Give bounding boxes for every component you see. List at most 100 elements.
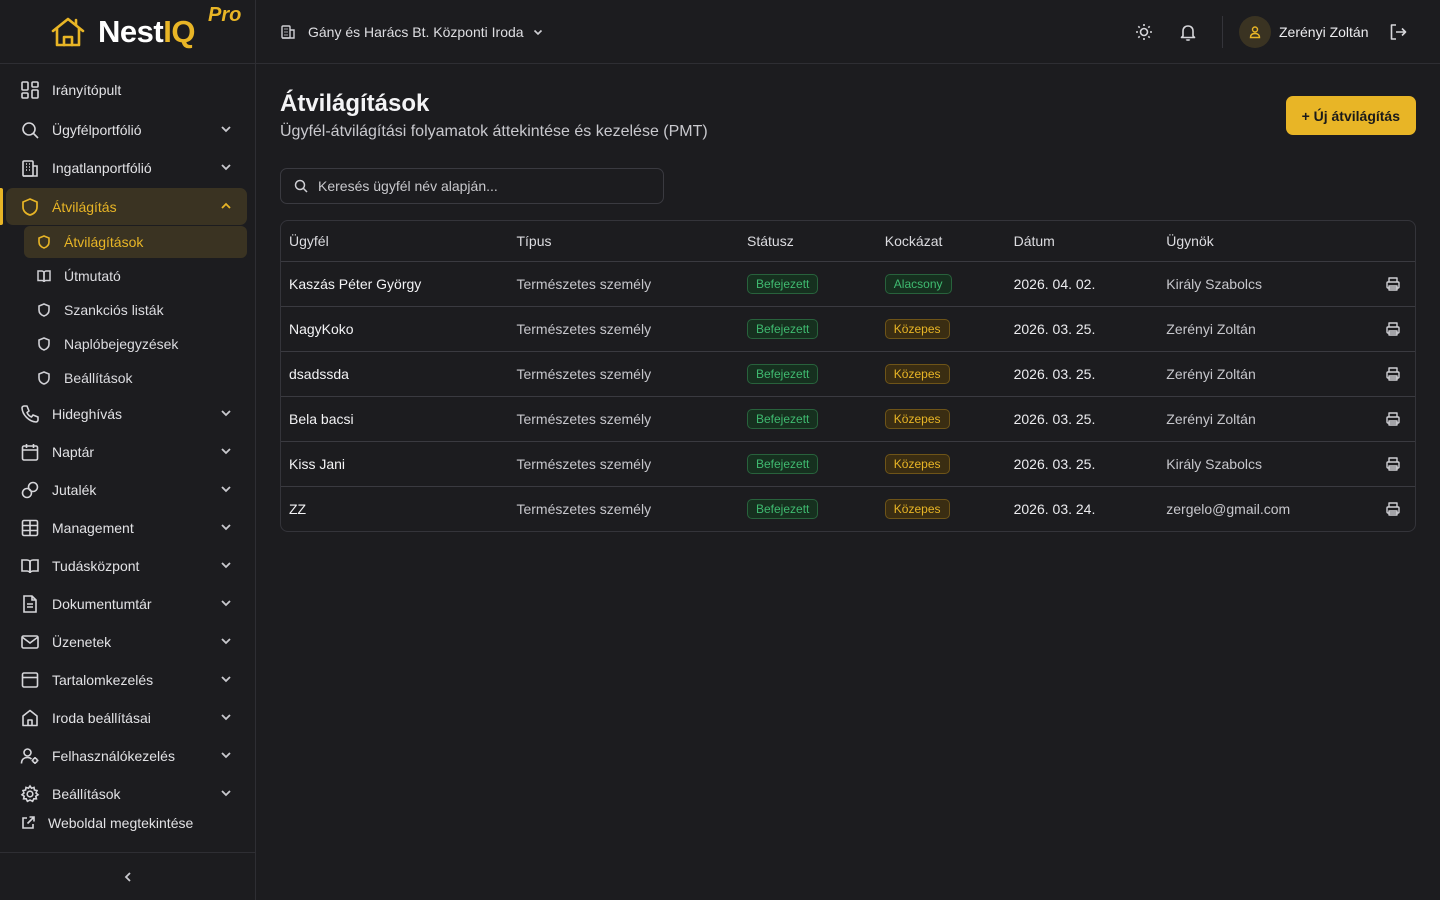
table-row[interactable]: Bela bacsi Természetes személy Befejezett K… (281, 396, 1415, 442)
sidebar-subitem-label: Útmutató (64, 268, 121, 284)
risk-cell: Közepes (876, 396, 1006, 442)
sidebar-subitem-settings[interactable]: Beállítások (24, 362, 247, 394)
sidebar-item-calendar[interactable]: Naptár (6, 433, 247, 470)
chevron-down-icon (219, 672, 233, 686)
chevron-down-icon (219, 558, 233, 572)
agent-name: Zerényi Zoltán (1166, 320, 1256, 337)
page-subtitle: Ügyfél-átvilágítási folyamatok áttekinté… (280, 123, 708, 140)
sidebar-subitem-label: Átvilágítások (64, 234, 144, 250)
logout-icon[interactable] (1388, 22, 1408, 42)
status-cell: Befejezett (739, 351, 877, 397)
view-website-link[interactable]: Weboldal megtekintése (20, 815, 193, 831)
brand-edition: Pro (208, 4, 242, 26)
sidebar-item-cold-calling[interactable]: Hideghívás (6, 395, 247, 432)
risk-cell: Közepes (876, 351, 1006, 397)
sidebar-item-management[interactable]: Management (6, 509, 247, 546)
sidebar-item-document-library[interactable]: Dokumentumtár (6, 585, 247, 622)
risk-badge: Alacsony (884, 273, 952, 294)
sidebar-item-settings[interactable]: Beállítások (6, 775, 247, 812)
new-due-diligence-button[interactable]: + Új átvilágítás (1285, 96, 1416, 135)
sidebar-item-user-management[interactable]: Felhasználókezelés (6, 737, 247, 774)
notifications-bell-icon[interactable] (1178, 22, 1198, 42)
search-input[interactable] (318, 178, 648, 194)
sidebar-subitem-sanction-lists[interactable]: Szankciós listák (24, 294, 247, 326)
table-row[interactable]: NagyKoko Természetes személy Befejezett Köz… (281, 306, 1415, 352)
shield-icon (36, 234, 52, 250)
table-row[interactable]: Kiss Jani Természetes személy Befejezett Kö… (281, 441, 1415, 487)
status-badge: Befejezett (747, 273, 819, 294)
sidebar-collapse-bar (0, 852, 255, 900)
agent-cell: Zerényi Zoltán (1158, 306, 1415, 352)
column-header-status[interactable]: Státusz (739, 221, 877, 262)
logo[interactable]: NestIQ Pro (0, 0, 255, 64)
agent-name: Zerényi Zoltán (1166, 365, 1256, 382)
sidebar-item-dashboard[interactable]: Irányítópult (6, 71, 247, 108)
sidebar-item-office-settings[interactable]: Iroda beállításai (6, 699, 247, 736)
sidebar-item-label: Beállítások (52, 785, 121, 802)
collapse-sidebar-chevron-left-icon[interactable] (121, 870, 135, 884)
sidebar-item-label: Üzenetek (52, 633, 112, 650)
link-icon (20, 480, 40, 500)
risk-cell: Közepes (876, 441, 1006, 487)
risk-badge: Közepes (884, 363, 950, 384)
print-icon[interactable] (1385, 366, 1401, 382)
date-cell: 2026. 03. 25. (1005, 351, 1159, 397)
risk-cell: Közepes (877, 486, 1006, 531)
column-header-date[interactable]: Dátum (1005, 221, 1159, 262)
print-icon[interactable] (1385, 456, 1401, 472)
sidebar-item-label: Felhasználókezelés (52, 747, 175, 764)
column-header-client[interactable]: Ügyfél (281, 221, 509, 262)
status-cell: Befejezett (739, 441, 877, 487)
print-icon[interactable] (1385, 411, 1401, 427)
status-badge: Befejezett (747, 408, 819, 429)
sidebar-item-knowledge-center[interactable]: Tudásközpont (6, 547, 247, 584)
sidebar-item-label: Hideghívás (52, 405, 123, 422)
column-header-agent[interactable]: Ügynök (1158, 221, 1415, 262)
table-row[interactable]: dsadssda Természetes személy Befejezett Köz… (281, 351, 1415, 397)
search-icon (20, 120, 40, 140)
table-row[interactable]: Kaszás Péter György Természetes személy Be… (281, 261, 1415, 307)
chevron-down-icon (219, 406, 233, 420)
agent-name: Zerényi Zoltán (1166, 410, 1256, 427)
user-menu[interactable]: Zerényi Zoltán (1239, 16, 1368, 48)
sidebar-item-due-diligence[interactable]: Átvilágítás (6, 188, 247, 225)
status-badge: Befejezett (747, 498, 819, 519)
dashboard-icon (20, 80, 40, 100)
agent-name: Király Szabolcs (1166, 455, 1262, 472)
sidebar-item-label: Irányítópult (52, 81, 122, 98)
print-icon[interactable] (1385, 276, 1401, 292)
print-icon[interactable] (1385, 501, 1401, 517)
office-selector[interactable]: Gány és Harács Bt. Központi Iroda (280, 24, 544, 40)
column-header-risk[interactable]: Kockázat (876, 221, 1006, 262)
sidebar-item-messages[interactable]: Üzenetek (6, 623, 247, 660)
sidebar-subitem-log-entries[interactable]: Naplóbejegyzések (24, 328, 247, 360)
sidebar-item-commission[interactable]: Jutalék (6, 471, 247, 508)
risk-badge: Közepes (884, 318, 950, 339)
sidebar-item-label: Dokumentumtár (52, 595, 152, 612)
layout-icon (20, 670, 40, 690)
user-name: Zerényi Zoltán (1279, 24, 1369, 40)
type-cell: Természetes személy (508, 306, 739, 352)
agent-cell: Zerényi Zoltán (1158, 351, 1415, 397)
document-icon (20, 594, 40, 614)
agent-name: Király Szabolcs (1166, 275, 1262, 292)
table-row[interactable]: ZZ Természetes személy Befejezett Közepes 20… (281, 486, 1415, 531)
sidebar-item-property-portfolio[interactable]: Ingatlanportfólió (6, 149, 247, 186)
type-cell: Természetes személy (508, 441, 739, 487)
calendar-icon (20, 442, 40, 462)
print-icon[interactable] (1385, 321, 1401, 337)
header-separator (1222, 16, 1223, 48)
shield-icon (36, 302, 52, 318)
client-name-cell: NagyKoko (281, 306, 509, 352)
sidebar-item-content-management[interactable]: Tartalomkezelés (6, 661, 247, 698)
sidebar-subitem-guide[interactable]: Útmutató (24, 260, 247, 292)
theme-toggle-sun-icon[interactable] (1134, 22, 1154, 42)
sidebar-item-label: Átvilágítás (52, 198, 117, 215)
risk-badge: Közepes (884, 408, 950, 429)
avatar (1239, 16, 1271, 48)
client-name-cell: Kiss Jani (281, 441, 509, 487)
due-diligence-table: Ügyfél Típus Státusz Kockázat Dátum Ügyn… (280, 220, 1416, 532)
sidebar-item-client-portfolio[interactable]: Ügyfélportfólió (6, 111, 247, 148)
column-header-type[interactable]: Típus (508, 221, 739, 262)
sidebar-subitem-due-diligences[interactable]: Átvilágítások (24, 226, 247, 258)
